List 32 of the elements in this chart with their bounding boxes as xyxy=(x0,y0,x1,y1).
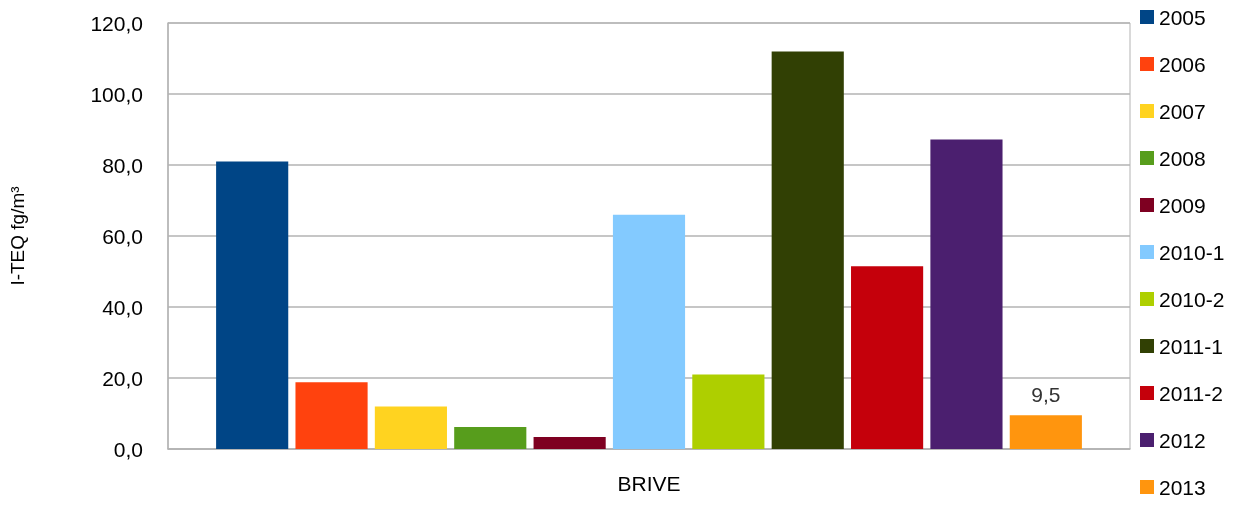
bar xyxy=(533,436,606,449)
bar xyxy=(454,426,527,449)
legend-label: 2007 xyxy=(1159,99,1206,123)
legend-label: 2005 xyxy=(1159,5,1206,29)
data-label: 9,5 xyxy=(1031,383,1061,407)
bar xyxy=(1009,415,1082,449)
bar xyxy=(612,214,686,449)
bar xyxy=(930,139,1003,449)
legend-label: 2011-1 xyxy=(1159,334,1223,358)
y-axis-title: I-TEQ fg/m³ xyxy=(7,186,28,286)
legend-label: 2011-2 xyxy=(1159,381,1223,405)
y-tick-label: 60,0 xyxy=(102,224,143,248)
legend-label: 2008 xyxy=(1159,146,1206,170)
y-tick-label: 100,0 xyxy=(90,82,143,106)
legend-label: 2006 xyxy=(1159,52,1206,76)
bar xyxy=(216,161,289,449)
y-tick-label: 120,0 xyxy=(90,11,143,35)
y-tick-label: 0,0 xyxy=(113,437,143,461)
legend-label: 2013 xyxy=(1159,475,1206,499)
bar xyxy=(295,382,368,449)
legend-label: 2010-1 xyxy=(1159,240,1225,264)
y-tick-label: 20,0 xyxy=(102,366,143,390)
bar xyxy=(851,266,924,449)
legend-label: 2010-2 xyxy=(1159,287,1225,311)
bar xyxy=(771,51,844,449)
legend-label: 2012 xyxy=(1159,428,1206,452)
legend-label: 2009 xyxy=(1159,193,1206,217)
bar xyxy=(374,406,447,449)
y-tick-label: 80,0 xyxy=(102,153,143,177)
y-tick-label: 40,0 xyxy=(102,295,143,319)
x-tick-label: BRIVE xyxy=(617,472,681,495)
bar xyxy=(692,374,765,449)
